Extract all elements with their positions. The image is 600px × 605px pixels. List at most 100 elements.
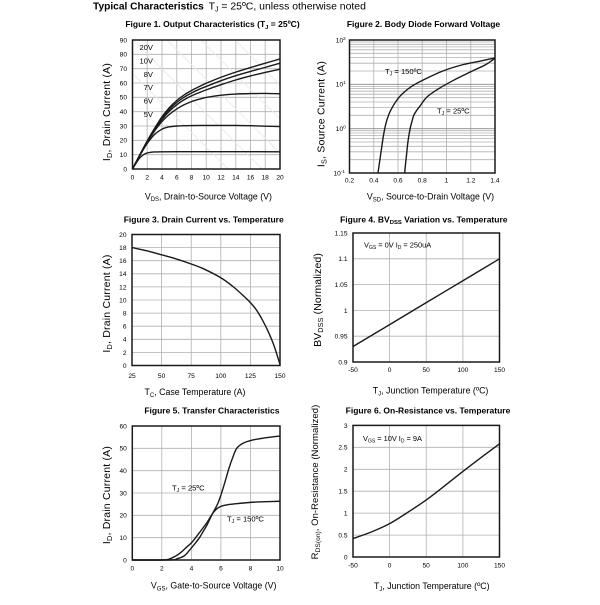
svg-text:75: 75 [188, 373, 196, 380]
svg-text:0: 0 [388, 367, 392, 374]
svg-text:8V: 8V [144, 70, 154, 79]
svg-text:0.95: 0.95 [335, 334, 348, 341]
svg-text:ID, Drain Current (A): ID, Drain Current (A) [101, 63, 114, 161]
svg-text:VGS = 0V ID = 250uA: VGS = 0V ID = 250uA [364, 241, 431, 252]
svg-text:10: 10 [276, 566, 284, 573]
svg-text:IS, Source Current (A): IS, Source Current (A) [316, 61, 329, 167]
svg-text:BVDSS (Normalized): BVDSS (Normalized) [312, 253, 325, 347]
svg-text:6: 6 [123, 324, 127, 331]
svg-text:4: 4 [190, 566, 194, 573]
svg-text:4: 4 [123, 337, 127, 344]
svg-text:ID, Drain Current (A): ID, Drain Current (A) [101, 254, 114, 352]
svg-text:150: 150 [494, 367, 505, 374]
svg-text:2: 2 [160, 566, 164, 573]
svg-text:40: 40 [120, 109, 128, 116]
svg-text:14: 14 [232, 175, 240, 182]
svg-text:50: 50 [158, 373, 166, 380]
svg-text:1.4: 1.4 [490, 178, 499, 185]
svg-text:16: 16 [247, 175, 255, 182]
svg-text:TJ = 25ºC: TJ = 25ºC [172, 484, 205, 495]
svg-text:2.5: 2.5 [338, 445, 347, 452]
svg-text:Figure 2. Body Diode Forward V: Figure 2. Body Diode Forward Voltage [347, 19, 501, 29]
svg-text:2: 2 [123, 350, 127, 357]
svg-text:Figure 1. Output Characteristi: Figure 1. Output Characteristics (TJ = 2… [125, 19, 299, 31]
svg-text:TJ, Junction Temperature (ºC): TJ, Junction Temperature (ºC) [374, 581, 490, 593]
svg-text:100: 100 [336, 125, 346, 134]
svg-text:1.05: 1.05 [335, 282, 348, 289]
svg-text:-50: -50 [348, 563, 358, 570]
svg-text:TJ = 150ºC: TJ = 150ºC [227, 515, 264, 526]
svg-text:RDS(on), On-Resistance (Normal: RDS(on), On-Resistance (Normalized) [310, 405, 322, 560]
svg-text:102: 102 [336, 36, 346, 45]
svg-text:20: 20 [119, 513, 127, 520]
svg-text:150: 150 [494, 563, 505, 570]
svg-text:6: 6 [219, 566, 223, 573]
svg-text:6: 6 [175, 175, 179, 182]
svg-text:20: 20 [276, 175, 284, 182]
svg-text:16: 16 [119, 258, 127, 265]
svg-text:0: 0 [123, 557, 127, 564]
svg-text:30: 30 [120, 123, 128, 130]
svg-text:60: 60 [120, 80, 128, 87]
svg-text:6V: 6V [144, 97, 154, 106]
svg-text:Figure 5. Transfer Characteris: Figure 5. Transfer Characteristics [144, 406, 279, 416]
svg-text:8: 8 [190, 175, 194, 182]
svg-text:100: 100 [457, 367, 468, 374]
svg-text:VDS, Drain-to-Source Voltage (: VDS, Drain-to-Source Voltage (V) [145, 191, 272, 203]
svg-text:60: 60 [119, 423, 127, 430]
svg-text:8: 8 [249, 566, 253, 573]
svg-text:1.15: 1.15 [335, 230, 348, 237]
svg-text:0.2: 0.2 [345, 178, 354, 185]
svg-text:20: 20 [120, 138, 128, 145]
svg-text:0.6: 0.6 [393, 178, 402, 185]
svg-text:0: 0 [131, 175, 135, 182]
svg-text:14: 14 [119, 271, 127, 278]
svg-text:101: 101 [336, 80, 346, 89]
svg-text:125: 125 [245, 373, 256, 380]
svg-text:0: 0 [123, 166, 127, 173]
svg-text:0: 0 [130, 566, 134, 573]
svg-text:18: 18 [262, 175, 270, 182]
svg-text:10: 10 [120, 152, 128, 159]
svg-text:150: 150 [274, 373, 285, 380]
svg-text:2: 2 [344, 467, 348, 474]
svg-text:1: 1 [344, 511, 348, 518]
svg-text:ID, Drain Current (A): ID, Drain Current (A) [101, 446, 114, 544]
svg-text:25: 25 [128, 373, 136, 380]
svg-text:0: 0 [344, 554, 348, 561]
svg-text:80: 80 [120, 52, 128, 59]
svg-text:10-1: 10-1 [334, 169, 346, 178]
svg-text:100: 100 [457, 563, 468, 570]
svg-text:10: 10 [203, 175, 211, 182]
svg-text:4: 4 [160, 175, 164, 182]
svg-text:10: 10 [119, 535, 127, 542]
svg-text:Figure 3. Drain Current vs. Te: Figure 3. Drain Current vs. Temperature [124, 214, 284, 224]
svg-text:1.1: 1.1 [338, 256, 347, 263]
svg-text:3: 3 [344, 423, 348, 430]
svg-text:50: 50 [119, 446, 127, 453]
svg-text:0: 0 [123, 363, 127, 370]
svg-text:20: 20 [119, 232, 127, 239]
svg-text:50: 50 [423, 367, 431, 374]
svg-text:10: 10 [119, 297, 127, 304]
svg-text:40: 40 [119, 468, 127, 475]
svg-text:5V: 5V [144, 110, 154, 119]
svg-text:30: 30 [119, 490, 127, 497]
svg-text:0.9: 0.9 [338, 359, 347, 366]
svg-text:1: 1 [344, 308, 348, 315]
svg-text:100: 100 [215, 373, 226, 380]
svg-text:Figure 6. On-Resistance vs. Te: Figure 6. On-Resistance vs. Temperature [346, 406, 511, 416]
svg-text:-50: -50 [348, 367, 358, 374]
svg-text:TJ = 150ºC: TJ = 150ºC [385, 67, 422, 78]
svg-text:8: 8 [123, 311, 127, 318]
svg-text:1: 1 [445, 178, 449, 185]
svg-text:50: 50 [423, 563, 431, 570]
svg-text:VSD, Source-to-Drain Voltage (: VSD, Source-to-Drain Voltage (V) [367, 192, 494, 204]
svg-text:1.2: 1.2 [466, 178, 475, 185]
svg-text:0.5: 0.5 [338, 533, 347, 540]
svg-text:70: 70 [120, 66, 128, 73]
svg-text:TJ, Junction Temperature (ºC): TJ, Junction Temperature (ºC) [373, 386, 489, 398]
svg-text:0.4: 0.4 [369, 178, 378, 185]
svg-text:TJ = 25ºC: TJ = 25ºC [437, 106, 470, 117]
svg-text:VGS = 10V ID = 9A: VGS = 10V ID = 9A [363, 434, 422, 445]
